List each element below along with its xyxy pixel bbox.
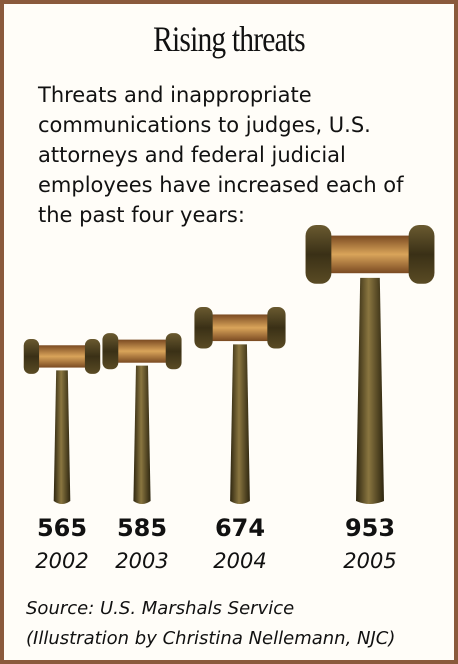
- gavel-head-left: [102, 333, 119, 370]
- category-label: 2004: [213, 549, 266, 573]
- value-label: 585: [117, 514, 167, 542]
- gavel-head-left: [305, 225, 332, 284]
- category-label: 2003: [115, 549, 168, 573]
- gavel-head-right: [165, 333, 182, 370]
- gavel-head-left: [23, 338, 40, 374]
- gavel-head-left: [194, 306, 213, 349]
- value-label: 674: [215, 514, 265, 542]
- credit-note: (Illustration by Christina Nellemann, NJ…: [26, 628, 396, 649]
- category-label: 2005: [343, 549, 396, 573]
- category-label: 2002: [35, 549, 88, 573]
- gavel: [305, 225, 435, 504]
- gavel-handle: [133, 365, 151, 504]
- gavel-head-right: [408, 225, 435, 284]
- gavel-head-right: [267, 306, 286, 349]
- gavel-handle: [356, 277, 384, 504]
- source-note: Source: U.S. Marshals Service: [26, 598, 295, 619]
- gavel: [194, 306, 286, 504]
- gavel: [23, 338, 101, 504]
- gavel-handle: [53, 370, 71, 504]
- chart-title: Rising threats: [153, 19, 306, 59]
- plot: 565 2002 585 2003 674 2004 953 2005: [23, 225, 435, 573]
- value-label: 953: [345, 514, 395, 542]
- gavel-head-right: [84, 338, 101, 374]
- gavel-handle: [230, 344, 250, 504]
- value-label: 565: [37, 514, 87, 542]
- gavel: [102, 333, 182, 504]
- chart-subtitle: Threats and inappropriate communications…: [38, 83, 404, 227]
- gavel-band: [102, 339, 182, 363]
- gavel-band: [23, 345, 101, 368]
